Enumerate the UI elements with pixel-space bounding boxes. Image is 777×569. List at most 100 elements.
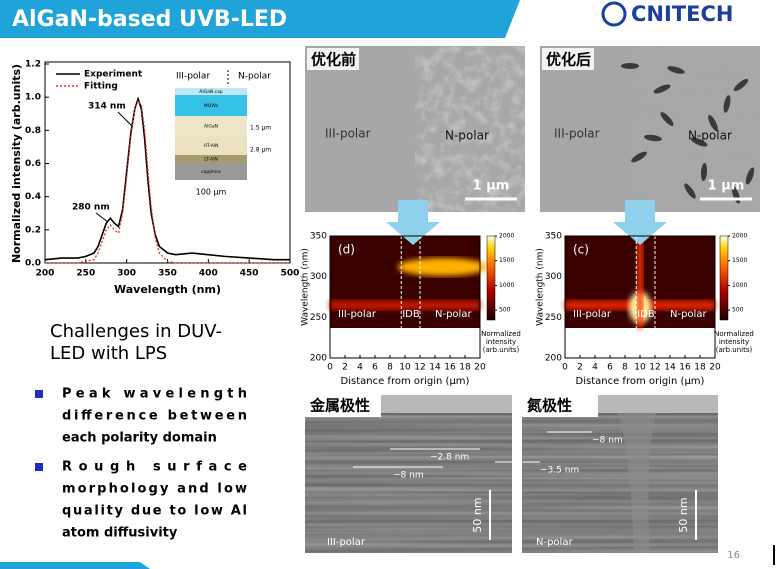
sem-title-bg [307,48,359,70]
x-axis-label: Wavelength (nm) [114,283,221,296]
bullet-text: quality due to low Al [62,504,247,519]
colorbar-label: intensity [486,338,516,346]
colorbar-tick-label: 500 [499,307,511,314]
x-tick-label: 12 [649,363,660,373]
inset-dimension: 1.5 μm [250,125,271,132]
colorbar-tick-label: 1000 [499,282,514,289]
tem-title-bg [522,395,598,417]
colorbar [719,235,729,321]
inset-dimension: 100 μm [196,188,227,197]
inset-layer [175,163,247,180]
y-tick-label: 0.8 [25,126,41,136]
logo-emblem [601,1,627,27]
sem-texture [635,46,760,212]
sem-title: 优化后 [546,51,591,69]
measure-label: ~2.8 nm [430,453,469,463]
y-axis-label: Wavelength (nm) [301,248,311,326]
x-tick-label: 4 [592,363,598,373]
logo-text: CNITECH [631,2,733,26]
x-tick-label: 10 [634,363,646,373]
footer-bar [0,562,150,569]
bullet-text: each polarity domain [62,431,217,446]
colorbar-tick-label: 2000 [732,233,747,240]
y-tick-label: 350 [310,232,327,242]
inset-layer [175,155,247,163]
sem-pit [733,78,749,92]
sem-pit [700,163,708,181]
heading: Challenges in DUV- [50,321,222,342]
scale-label: 1 μm [708,179,745,194]
inset-layer-label: LT-AlN [204,157,217,163]
x-tick-label: 8 [387,363,393,373]
inset-layer-label: AlGaN [204,124,218,130]
inset-layer [175,136,247,155]
y-tick-label: 0.0 [25,259,41,269]
x-tick-label: 16 [679,363,691,373]
y-tick-label: 350 [545,232,562,242]
x-tick-label: 18 [694,363,706,373]
colorbar-label: (arb.units) [716,346,753,354]
x-tick-label: 12 [414,363,425,373]
bullet-text: difference between [62,409,247,424]
bullet [35,463,43,471]
annotation: 280 nm [72,203,110,213]
sem-pit [690,137,708,147]
x-tick-label: 6 [372,363,378,373]
legend-label: Fitting [84,82,118,92]
panel-label: (c) [573,243,589,257]
panel-label: (d) [338,243,355,257]
scale-label: 50 nm [677,497,690,532]
bullet-text: Rough surface [62,460,247,475]
x-tick-label: 350 [158,269,177,279]
inset-layer-label: HT-AlN [204,143,219,149]
heading: LED with LPS [50,343,167,364]
plot-frame [44,61,291,264]
footer-mark [773,545,775,565]
x-tick-label: 20 [709,363,721,373]
colorbar-tick-label: 1500 [732,257,747,264]
sem-pit [621,63,639,69]
region-label: III-polar [325,127,371,141]
y-tick-label: 1.0 [25,93,41,103]
sem-pit [631,151,647,163]
tem-texture [522,415,718,553]
heatmap-band [330,300,480,311]
measure-label: ~8 nm [393,471,424,481]
x-tick-label: 14 [664,363,676,373]
sem-pit [684,183,696,199]
y-tick-label: 250 [310,313,327,323]
x-tick-label: 0 [562,363,568,373]
colorbar-label: intensity [719,338,749,346]
inset-layer-label: sapphire [201,169,221,175]
inset-layer [175,116,247,136]
annotation: III-polar [176,72,210,82]
annotation: N-polar [238,72,271,82]
x-tick-label: 0 [327,363,333,373]
region-label: N-polar [688,129,732,143]
region-label: III-polar [338,309,377,320]
sem-pit [660,112,674,126]
bullet-text: morphology and low [62,482,247,497]
colorbar-tick-label: 1000 [732,282,747,289]
measure-label: ~3.5 nm [540,466,579,476]
inset-layer [175,88,247,95]
arrow [613,200,667,245]
inset-layer-label: AlGaN cap [199,89,223,95]
x-tick-label: 400 [199,269,218,279]
colorbar-label: Normalized [714,330,754,338]
y-tick-label: 0.6 [25,159,41,169]
scale-label: 50 nm [471,497,484,532]
heatmap-spot [397,257,488,276]
tem-title: 氮极性 [527,397,572,415]
region-label: N-polar [445,129,489,143]
y-tick-label: 200 [310,354,327,364]
series-line [44,96,290,261]
pointer [117,111,133,127]
x-axis-label: Distance from origin (μm) [576,376,705,387]
x-axis-label: Distance from origin (μm) [341,376,470,387]
y-tick-label: 0.4 [25,192,41,202]
sem-title-bg [542,48,594,70]
x-tick-label: 250 [76,269,95,279]
